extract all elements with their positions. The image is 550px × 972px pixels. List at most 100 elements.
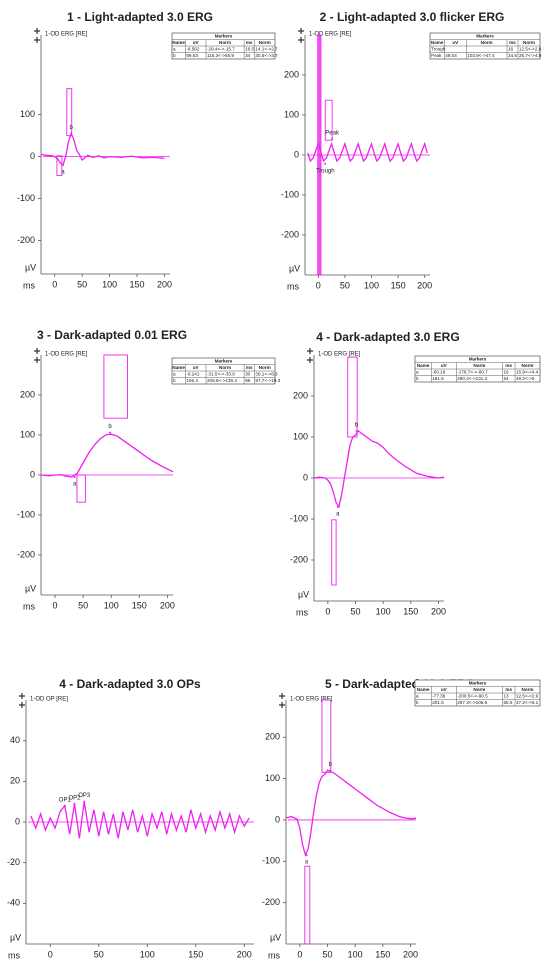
table-cell: 34.5	[508, 53, 517, 58]
x-unit: ms	[287, 281, 299, 291]
marker-window	[304, 865, 311, 945]
table-header: Norm	[219, 365, 231, 370]
move-icon	[298, 28, 304, 43]
marker-point	[331, 138, 334, 140]
table-title: Markers	[469, 680, 487, 685]
y-tick-label: 0	[303, 472, 308, 482]
table-cell: a	[416, 693, 419, 698]
marker-window	[103, 354, 128, 419]
marker-label: Peak	[325, 131, 340, 137]
table-header: Norm	[473, 687, 485, 692]
table-cell: 39.1<->8.3	[255, 371, 278, 376]
marker-label: b	[329, 762, 333, 768]
table-cell: b	[173, 378, 176, 383]
y-tick-label: 0	[15, 816, 20, 826]
marker-window	[66, 88, 73, 137]
trace	[307, 141, 428, 163]
table-header: uV	[441, 363, 448, 368]
channel-label: 1-OD ERG [RE]	[45, 32, 88, 38]
x-tick-label: 150	[130, 279, 145, 289]
y-tick-label: 40	[10, 735, 20, 745]
marker-window	[324, 99, 333, 141]
trace	[40, 131, 165, 167]
marker-label: OP2	[69, 795, 82, 801]
table-header: Norm	[473, 363, 485, 368]
table-header: Name	[417, 363, 430, 368]
y-tick-label: -200	[262, 897, 280, 907]
y-tick-label: 0	[294, 149, 299, 159]
x-tick-label: 100	[376, 606, 391, 616]
y-tick-label: -100	[262, 856, 280, 866]
x-tick-label: 0	[325, 606, 330, 616]
y-tick-label: -200	[290, 554, 308, 564]
table-header: ms	[246, 40, 253, 45]
y-unit: µV	[289, 263, 300, 273]
channel-label: 1-OD ERG [RE]	[45, 352, 88, 358]
y-tick-label: 100	[293, 431, 308, 441]
table-cell: -200.5<->-90.5	[457, 693, 488, 698]
marker-label: OP1	[59, 797, 72, 803]
marker-label: a	[61, 170, 65, 176]
table-cell: 34	[245, 53, 251, 58]
y-tick-label: -100	[17, 193, 35, 203]
marker-point	[73, 802, 76, 805]
table-header: uV	[441, 687, 448, 692]
x-tick-label: 0	[316, 280, 321, 290]
table-header: Norm	[259, 365, 271, 370]
y-tick-label: 100	[20, 109, 35, 119]
table-cell: 201.5	[432, 700, 444, 705]
x-tick-label: 200	[403, 949, 418, 959]
marker-label: a	[73, 482, 77, 488]
table-cell: -178.7<->-60.7	[457, 369, 488, 374]
x-unit: ms	[268, 950, 280, 960]
move-icon	[34, 348, 40, 363]
marker-point	[61, 163, 64, 166]
marker-point	[73, 476, 76, 478]
channel-label: 1-OD ERG [RE]	[318, 352, 361, 358]
x-unit: ms	[296, 607, 308, 617]
table-header: ms	[246, 365, 253, 370]
table-header: uV	[193, 40, 200, 45]
move-icon	[34, 28, 40, 43]
marker-point	[355, 429, 358, 432]
table-cell: 47.2<->6.1	[516, 700, 539, 705]
marker-label: a	[305, 860, 309, 866]
table-header: ms	[505, 687, 512, 692]
x-tick-label: 200	[157, 279, 172, 289]
table-header: ms	[505, 363, 512, 368]
y-tick-label: -40	[7, 898, 20, 908]
y-tick-label: -100	[281, 189, 299, 199]
table-title: Markers	[469, 356, 487, 361]
x-tick-label: 200	[237, 949, 252, 959]
y-tick-label: 200	[265, 732, 280, 742]
marker-label: b	[355, 422, 359, 428]
x-tick-label: 50	[322, 949, 332, 959]
y-tick-label: 20	[10, 776, 20, 786]
x-tick-label: 50	[94, 949, 104, 959]
y-tick-label: -200	[17, 549, 35, 559]
table-cell: 116.3<->55.9	[207, 53, 234, 58]
table-header: uV	[193, 365, 200, 370]
y-unit: µV	[270, 932, 281, 942]
panel-title: 4 - Dark-adapted 3.0 OPs	[59, 677, 201, 691]
table-cell: -29.4<->-15.7	[207, 46, 235, 51]
table-header: Name	[431, 40, 444, 45]
marker-point	[305, 854, 308, 857]
marker-label: a	[336, 511, 340, 517]
table-cell: 208.9<->139.3	[207, 378, 237, 383]
trace	[40, 433, 174, 478]
table-cell: Trough	[431, 46, 446, 51]
channel-label: 1-OD ERG [RE]	[309, 32, 352, 38]
table-cell: b	[173, 53, 176, 58]
table-header: Norm	[481, 40, 493, 45]
x-tick-label: 100	[364, 280, 379, 290]
y-tick-label: 200	[284, 69, 299, 79]
y-tick-label: -100	[290, 513, 308, 523]
x-tick-label: 150	[132, 600, 147, 610]
table-cell: -77.39	[432, 693, 445, 698]
channel-label: 1-OD ERG [RE]	[290, 697, 333, 703]
trace	[30, 801, 250, 839]
table-title: Markers	[215, 33, 233, 38]
x-tick-label: 100	[140, 949, 155, 959]
